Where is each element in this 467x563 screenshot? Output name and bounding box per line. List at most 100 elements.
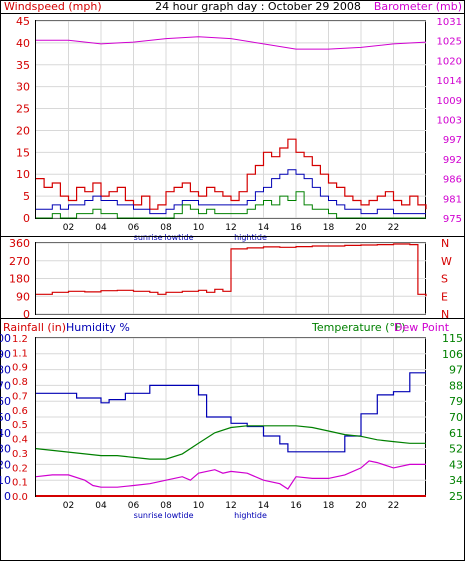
dew-point-line [35, 460, 426, 490]
temperature-line [35, 425, 426, 460]
dew-point-axis-label: Dew Point [394, 321, 450, 334]
panel3-x-tick: 08 [160, 501, 172, 511]
rainfall-tick: 1.1 [12, 348, 28, 359]
temperature-axis-label: Temperature (°F) [311, 321, 406, 334]
panel3-x-tick: 14 [258, 501, 270, 511]
barometer-line [36, 36, 427, 50]
rainfall-tick: 0.3 [12, 449, 28, 460]
panel3-x-tick: 10 [193, 501, 205, 511]
temperature-tick: 52 [449, 443, 463, 456]
direction-compass-tick: N [441, 308, 449, 321]
humidity-tick: 50 [0, 411, 11, 424]
direction-degree-tick-labels: 0 90 180 270 360 [9, 237, 30, 321]
rainfall-tick: 0.5 [12, 420, 28, 431]
windspeed-tick: 10 [16, 168, 30, 181]
direction-degree-tick: 180 [9, 273, 30, 286]
temperature-tick: 97 [449, 364, 463, 377]
panel1-x-tick: 04 [95, 223, 107, 233]
panel1-x-tick: 22 [388, 223, 399, 233]
panel1-x-tick: 20 [355, 223, 367, 233]
humidity-tick: 10 [0, 474, 11, 487]
wind-direction-line [36, 243, 427, 297]
windspeed-tick: 20 [16, 124, 30, 137]
windspeed-tick: 15 [16, 146, 30, 159]
rainfall-tick: 0.1 [12, 478, 28, 489]
humidity-tick: 60 [0, 395, 11, 408]
rainfall-tick-labels: 0.0 0.1 0.2 0.3 0.4 0.5 0.6 0.7 0.8 0.9 1.1 1.2 [12, 334, 28, 503]
panel1-x-tick: 14 [258, 223, 270, 233]
windspeed-tick: 35 [16, 59, 30, 72]
humidity-tick: 70 [0, 379, 11, 392]
barometer-tick: 986 [443, 175, 462, 186]
panel3-event-labels: sunrise lowtide hightide [134, 511, 267, 520]
windspeed-axis-label: Windspeed (mph) [4, 0, 102, 13]
humidity-tick: 100 [0, 332, 11, 345]
humidity-tick: 0 [4, 490, 11, 503]
panel1-x-tick: 16 [290, 223, 302, 233]
direction-degree-tick: 0 [23, 308, 30, 321]
direction-degree-tick: 270 [9, 255, 30, 268]
barometer-tick: 981 [443, 194, 462, 205]
panel3-series [35, 372, 426, 497]
barometer-tick: 1009 [437, 96, 462, 107]
event-label-sunrise: sunrise [134, 233, 163, 242]
windspeed-tick: 0 [23, 212, 30, 225]
rainfall-tick: 1.2 [12, 334, 28, 345]
panel1-x-tick: 06 [128, 223, 140, 233]
panel1-x-tick: 08 [160, 223, 172, 233]
wind-low-line [36, 191, 426, 219]
temperature-tick: 61 [449, 427, 463, 440]
rainfall-tick: 0.0 [12, 492, 28, 503]
temperature-tick: 115 [442, 332, 463, 345]
windspeed-tick: 40 [16, 37, 30, 50]
humidity-line [36, 372, 426, 453]
barometer-tick: 1020 [437, 56, 462, 67]
humidity-tick: 40 [0, 427, 11, 440]
direction-compass-tick: W [441, 255, 452, 268]
event-label-sunrise: sunrise [134, 511, 163, 520]
humidity-tick: 20 [0, 458, 11, 471]
panel1-x-tick: 18 [323, 223, 335, 233]
event-label-hightide: hightide [234, 511, 267, 520]
panel2-series [36, 243, 427, 297]
temperature-tick: 25 [449, 490, 463, 503]
windspeed-tick: 45 [16, 15, 30, 28]
humidity-tick: 30 [0, 443, 11, 456]
barometer-axis-label: Barometer (mb) [374, 0, 462, 13]
barometer-tick-labels: 975 981 986 992 997 1003 1009 1014 1020 1025 1031 [437, 17, 462, 225]
direction-compass-tick: N [441, 237, 449, 250]
humidity-tick-labels: 0 10 20 30 40 50 60 70 80 90 100 [0, 332, 11, 503]
windspeed-tick-labels: 0 5 10 15 20 25 30 35 40 45 [16, 15, 30, 225]
temperature-tick: 70 [449, 411, 463, 424]
barometer-tick: 1025 [437, 37, 462, 48]
panel3-x-tick: 04 [95, 501, 107, 511]
barometer-tick: 997 [443, 135, 462, 146]
panel3-x-tick: 02 [63, 501, 74, 511]
barometer-tick: 975 [443, 214, 462, 225]
rainfall-tick: 0.7 [12, 391, 28, 402]
windspeed-tick: 25 [16, 103, 30, 116]
event-label-lowtide: lowtide [164, 233, 193, 242]
panel3-x-tick: 20 [355, 501, 367, 511]
panel1-event-labels: sunrise lowtide hightide [134, 233, 267, 242]
barometer-tick: 992 [443, 155, 462, 166]
panel1-x-tick: 02 [63, 223, 74, 233]
barometer-tick: 1031 [437, 17, 462, 28]
wind-avg-line [36, 169, 426, 215]
temperature-tick-labels: 25 34 43 52 61 70 79 88 97 106 115 [442, 332, 463, 503]
rainfall-tick: 0.6 [12, 406, 28, 417]
barometer-tick: 1003 [437, 116, 462, 127]
panel1-x-tick-labels: 02 04 06 08 10 12 14 16 18 20 22 [63, 223, 399, 233]
wind-barometer-panel: 0 5 10 15 20 25 30 35 40 45 975 981 986 992 997 1003 10… [0, 0, 465, 242]
direction-compass-tick: S [441, 273, 448, 286]
temperature-tick: 34 [449, 474, 463, 487]
windspeed-tick: 5 [23, 190, 30, 203]
rainfall-tick: 0.8 [12, 377, 28, 388]
temperature-tick: 88 [449, 379, 463, 392]
rainfall-tick: 0.2 [12, 463, 28, 474]
panel3-x-tick-labels: 02 04 06 08 10 12 14 16 18 20 22 [63, 501, 399, 511]
event-label-hightide: hightide [234, 233, 267, 242]
